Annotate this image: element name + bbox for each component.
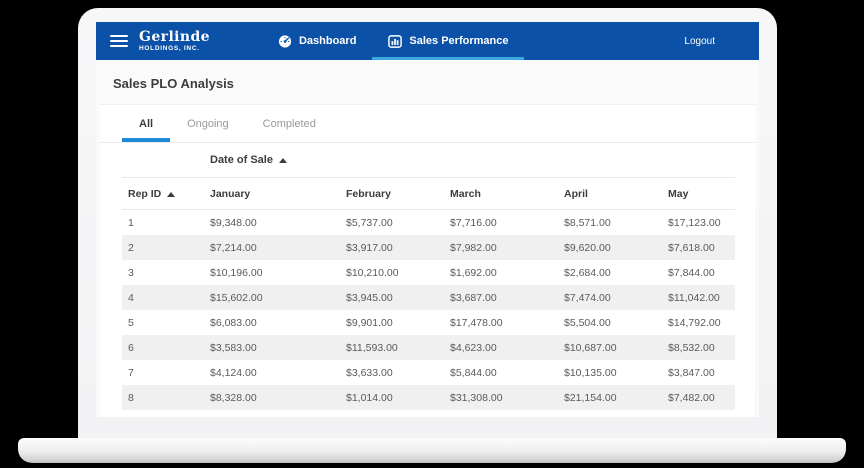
table-row: 7 $4,124.00 $3,633.00 $5,844.00 $10,135.00 $3…	[122, 360, 735, 385]
amount-cell: $17,478.00	[450, 316, 503, 329]
amount-cell: $5,504.00	[564, 316, 611, 329]
amount-cell: $10,135.00	[564, 366, 617, 379]
amount-cell: $6,083.00	[210, 316, 257, 329]
amount-cell: $5,844.00	[450, 366, 497, 379]
top-nav-bar: Gerlinde HOLDINGS, INC. Dashboard	[96, 22, 759, 60]
group-header-label: Date of Sale	[210, 154, 273, 166]
rep-id-cell: 4	[128, 291, 134, 304]
column-header-may[interactable]: May	[668, 187, 689, 200]
page-title: Sales PLO Analysis	[113, 76, 234, 91]
sales-table: Date of Sale Rep ID January February March A…	[122, 143, 735, 417]
table-row: 6 $3,583.00 $11,593.00 $4,623.00 $10,687.00 $…	[122, 335, 735, 360]
amount-cell: $10,196.00	[210, 266, 263, 279]
amount-cell: $4,623.00	[450, 341, 497, 354]
amount-cell: $9,620.00	[564, 241, 611, 254]
amount-cell: $3,945.00	[346, 291, 393, 304]
amount-cell: $7,618.00	[668, 241, 715, 254]
amount-cell: $5,737.00	[346, 216, 393, 229]
nav-item-label: Sales Performance	[409, 35, 509, 47]
rep-id-cell: 2	[128, 241, 134, 254]
amount-cell: $10,687.00	[564, 341, 617, 354]
rep-id-cell: 1	[128, 216, 134, 229]
laptop-base	[18, 438, 846, 463]
gauge-icon	[278, 34, 292, 48]
amount-cell: $3,847.00	[668, 366, 715, 379]
logout-button[interactable]: Logout	[684, 35, 715, 47]
amount-cell: $7,214.00	[210, 241, 257, 254]
amount-cell: $8,328.00	[210, 391, 257, 404]
table-row: 8 $8,328.00 $1,014.00 $31,308.00 $21,154.00 $…	[122, 385, 735, 410]
amount-cell: $8,571.00	[564, 216, 611, 229]
table-row: 4 $15,602.00 $3,945.00 $3,687.00 $7,474.00 $1…	[122, 285, 735, 310]
table-body: 1 $9,348.00 $5,737.00 $7,716.00 $8,571.00 $17…	[122, 210, 735, 410]
column-header-march[interactable]: March	[450, 187, 481, 200]
hamburger-menu-icon[interactable]	[110, 35, 128, 47]
amount-cell: $7,474.00	[564, 291, 611, 304]
table-row: 2 $7,214.00 $3,917.00 $7,982.00 $9,620.00 $7,…	[122, 235, 735, 260]
amount-cell: $3,583.00	[210, 341, 257, 354]
amount-cell: $2,684.00	[564, 266, 611, 279]
table-row: 1 $9,348.00 $5,737.00 $7,716.00 $8,571.00 $17…	[122, 210, 735, 235]
amount-cell: $11,593.00	[346, 341, 398, 354]
filter-tabs: All Ongoing Completed	[100, 105, 755, 143]
amount-cell: $1,692.00	[450, 266, 497, 279]
brand-subtitle: HOLDINGS, INC.	[139, 44, 200, 52]
bar-chart-icon	[388, 34, 403, 48]
rep-id-cell: 7	[128, 366, 134, 379]
amount-cell: $3,687.00	[450, 291, 497, 304]
tab-all[interactable]: All	[122, 105, 171, 142]
column-header-rep-id[interactable]: Rep ID	[122, 188, 210, 200]
rep-id-cell: 3	[128, 266, 134, 279]
amount-cell: $4,124.00	[210, 366, 257, 379]
amount-cell: $7,482.00	[668, 391, 715, 404]
nav-item-dashboard[interactable]: Dashboard	[262, 22, 372, 60]
amount-cell: $1,014.00	[346, 391, 393, 404]
rep-id-cell: 6	[128, 341, 134, 354]
table-row: 3 $10,196.00 $10,210.00 $1,692.00 $2,684.00 $…	[122, 260, 735, 285]
table-row: 5 $6,083.00 $9,901.00 $17,478.00 $5,504.00 $1…	[122, 310, 735, 335]
tab-ongoing[interactable]: Ongoing	[187, 117, 229, 130]
amount-cell: $15,602.00	[210, 291, 263, 304]
amount-cell: $31,308.00	[450, 391, 503, 404]
amount-cell: $21,154.00	[564, 391, 617, 404]
amount-cell: $9,901.00	[346, 316, 393, 329]
amount-cell: $10,210.00	[346, 266, 399, 279]
amount-cell: $7,716.00	[450, 216, 497, 229]
amount-cell: $9,348.00	[210, 216, 257, 229]
amount-cell: $3,917.00	[346, 241, 393, 254]
rep-id-cell: 5	[128, 316, 134, 329]
rep-id-cell: 8	[128, 391, 134, 404]
amount-cell: $8,532.00	[668, 341, 715, 354]
column-header-february[interactable]: February	[346, 187, 391, 200]
sort-asc-icon	[278, 157, 287, 163]
brand-name: Gerlinde	[139, 28, 210, 45]
amount-cell: $11,042.00	[668, 291, 720, 304]
table-header-row: Rep ID January February March April May	[122, 178, 735, 210]
brand-logo: Gerlinde HOLDINGS, INC.	[139, 30, 210, 53]
nav-item-label: Dashboard	[298, 35, 357, 47]
clipped-next-row	[122, 410, 735, 417]
date-of-sale-sort-header[interactable]: Date of Sale	[122, 143, 735, 178]
amount-cell: $3,633.00	[346, 366, 393, 379]
amount-cell: $7,982.00	[450, 241, 497, 254]
amount-cell: $14,792.00	[668, 316, 721, 329]
amount-cell: $7,844.00	[668, 266, 715, 279]
amount-cell: $17,123.00	[668, 216, 721, 229]
sort-asc-icon	[167, 191, 176, 197]
nav-item-sales-performance[interactable]: Sales Performance	[372, 22, 525, 60]
content-card: All Ongoing Completed Date of Sale Rep I…	[100, 104, 755, 417]
column-header-april[interactable]: April	[564, 187, 588, 200]
column-header-january[interactable]: January	[210, 187, 251, 200]
app-screen: Gerlinde HOLDINGS, INC. Dashboard	[96, 22, 759, 417]
tab-completed[interactable]: Completed	[262, 117, 316, 130]
nav-tabs: Dashboard Sales Performance	[262, 22, 525, 60]
